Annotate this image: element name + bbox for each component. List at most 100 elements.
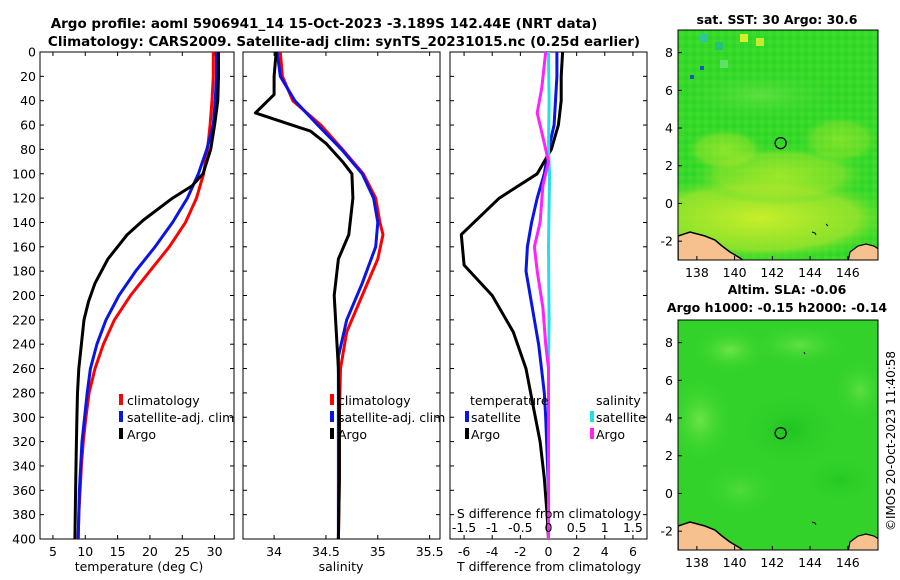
legend-label-t-satellite: satellite <box>471 410 521 425</box>
legend-swatch-satellite <box>119 411 123 422</box>
map-x-tick-label: 138 <box>685 265 709 280</box>
map-x-tick-label: 144 <box>798 555 822 570</box>
s-diff-tick-label: 1 <box>601 520 609 535</box>
s-diff-tick-label: -0.5 <box>508 520 532 535</box>
legend-swatch-satellite <box>330 411 334 422</box>
depth-tick-label: 380 <box>12 507 36 522</box>
legend-label-climatology: climatology <box>127 393 200 408</box>
legend-label-argo: Argo <box>338 427 367 442</box>
sst-map-argo-marker <box>774 136 787 150</box>
temperature-axis-ticks: 5 10 15 20 25 30 <box>40 51 234 559</box>
legend-swatch-t-argo <box>465 428 469 439</box>
x-tick-label: 35 <box>370 544 386 559</box>
x-tick-label: -4 <box>486 544 499 559</box>
legend-label-s-satellite: satellite <box>596 410 646 425</box>
difference-xlabel: T difference from climatology <box>456 559 642 574</box>
depth-tick-label: 100 <box>12 166 36 181</box>
series-line-argo-temperature- <box>459 51 565 540</box>
salinity-panel-frame <box>242 51 441 540</box>
depth-axis-ticks: 0 20 40 60 80 100 120 140 160 180 200 220 240 260 280 3… <box>12 45 36 547</box>
series-line-climatology <box>76 52 215 540</box>
temperature-xlabel: temperature (deg C) <box>75 559 204 574</box>
map-x-tick-label: 144 <box>798 265 822 280</box>
depth-tick-label: 260 <box>12 361 36 376</box>
x-tick-label: 30 <box>207 544 223 559</box>
s-diff-tick-label: -1.5 <box>452 520 476 535</box>
x-tick-label: 4 <box>601 544 609 559</box>
x-tick-label: 2 <box>573 544 581 559</box>
temperature-series <box>73 52 220 540</box>
s-diff-tick-label: 0 <box>545 520 553 535</box>
s-difference-label: S difference from climatology <box>457 506 642 521</box>
sla-map-frame <box>677 319 879 551</box>
x-tick-label: -6 <box>458 544 471 559</box>
s-diff-tick-label: 0.5 <box>567 520 587 535</box>
map-y-tick-label: 4 <box>665 121 673 136</box>
difference-series <box>459 51 565 540</box>
depth-tick-label: 180 <box>12 264 36 279</box>
depth-tick-label: 280 <box>12 385 36 400</box>
map-y-tick-label: 4 <box>665 411 673 426</box>
x-tick-label: -2 <box>514 544 526 559</box>
map-y-tick-label: -2 <box>661 524 673 539</box>
x-tick-label: 5 <box>49 544 57 559</box>
salinity-series <box>253 51 385 540</box>
legend-heading-temperature: temperature <box>470 393 549 408</box>
depth-tick-label: 40 <box>20 93 36 108</box>
map-y-tick-label: 2 <box>665 158 673 173</box>
map-y-tick-label: 2 <box>665 448 673 463</box>
difference-legend: temperature salinity satellite Argo sate… <box>465 393 646 442</box>
sst-map-title: sat. SST: 30 Argo: 30.6 <box>697 12 858 27</box>
map-y-tick-label: -2 <box>661 234 673 249</box>
x-tick-label: 34.5 <box>312 544 340 559</box>
x-tick-label: 34 <box>266 544 282 559</box>
legend-swatch-climatology <box>330 394 334 405</box>
x-tick-label: 20 <box>142 544 158 559</box>
map-x-tick-label: 146 <box>836 555 860 570</box>
map-y-tick-label: 8 <box>665 45 673 60</box>
sla-map-field <box>678 320 878 550</box>
legend-label-satellite: satellite-adj. clim <box>338 410 445 425</box>
title-line-2: Climatology: CARS2009. Satellite-adj cli… <box>48 34 640 50</box>
temperature-panel-frame <box>39 51 235 540</box>
series-line-argo <box>73 52 220 540</box>
sla-map-title-2: Argo h1000: -0.15 h2000: -0.14 <box>667 300 888 315</box>
legend-label-s-argo: Argo <box>596 427 625 442</box>
s-difference-axis-ticks: -1.5 -1 -0.5 0 0.5 1 1.5 <box>452 520 643 535</box>
title-line-1: Argo profile: aoml 5906941_14 15-Oct-202… <box>51 16 598 32</box>
salinity-legend: climatology satellite-adj. clim Argo <box>330 393 445 442</box>
depth-tick-label: 300 <box>12 410 36 425</box>
difference-axis-ticks: -6 -4 -2 0 2 4 6 <box>450 51 647 559</box>
map-x-tick-label: 142 <box>760 265 784 280</box>
series-line-argo <box>253 51 355 540</box>
x-tick-label: 25 <box>174 544 190 559</box>
temperature-legend: climatology satellite-adj. clim Argo <box>119 393 234 442</box>
sst-map-axis-ticks: 138 140 142 144 146 -2 0 2 4 6 8 <box>661 45 860 280</box>
legend-heading-salinity: salinity <box>596 393 641 408</box>
legend-swatch-argo <box>330 428 334 439</box>
depth-tick-label: 20 <box>20 69 36 84</box>
depth-tick-label: 400 <box>12 532 36 547</box>
legend-swatch-argo <box>119 428 123 439</box>
depth-tick-label: 240 <box>12 337 36 352</box>
x-tick-label: 10 <box>77 544 93 559</box>
imos-credit: ©IMOS 20-Oct-2023 11:40:58 <box>884 351 898 531</box>
x-tick-label: 0 <box>545 544 553 559</box>
sst-map-frame <box>677 29 879 261</box>
s-diff-tick-label: -1 <box>486 520 498 535</box>
x-tick-label: 6 <box>629 544 637 559</box>
legend-label-t-argo: Argo <box>471 427 500 442</box>
depth-tick-label: 120 <box>12 191 36 206</box>
map-x-tick-label: 142 <box>760 555 784 570</box>
salinity-xlabel: salinity <box>319 559 364 574</box>
series-line-argo-salinity- <box>532 51 550 539</box>
map-y-tick-label: 0 <box>665 196 673 211</box>
sst-map-field <box>678 30 878 260</box>
salinity-axis-ticks: 34 34.5 35 35.5 <box>243 51 444 559</box>
map-x-tick-label: 146 <box>836 265 860 280</box>
x-tick-label: 15 <box>110 544 126 559</box>
map-x-tick-label: 140 <box>723 265 747 280</box>
sla-map-title-1: Altim. SLA: -0.06 <box>728 282 847 297</box>
depth-tick-label: 160 <box>12 239 36 254</box>
depth-tick-label: 220 <box>12 312 36 327</box>
